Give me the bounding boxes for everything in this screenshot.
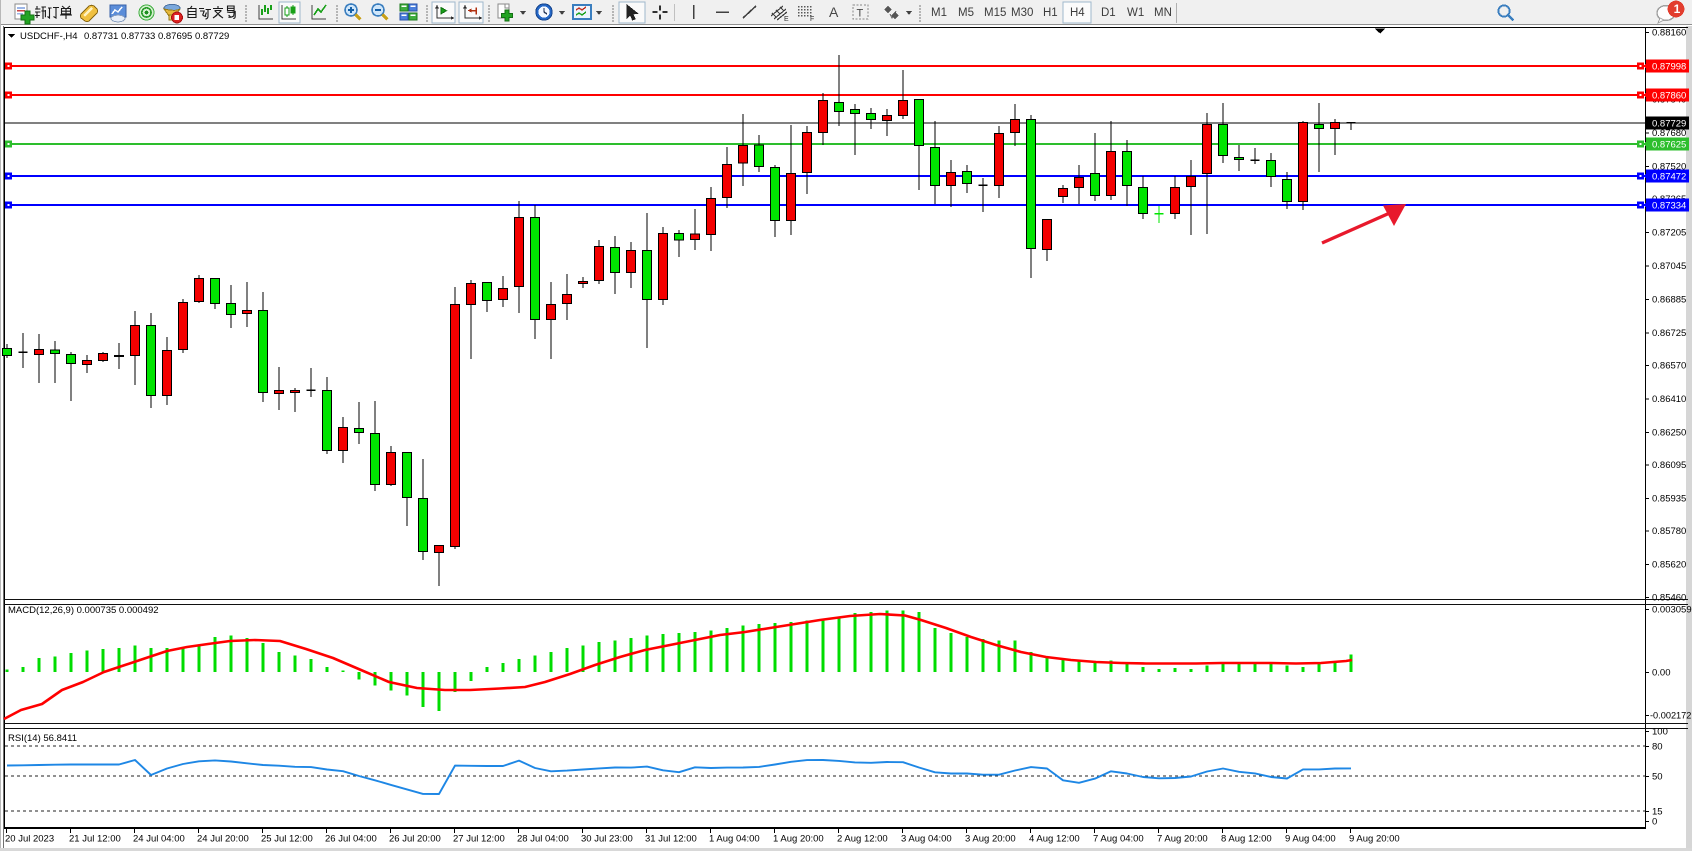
svg-text:80: 80 [1652, 742, 1663, 753]
svg-text:0.85620: 0.85620 [1652, 559, 1686, 570]
svg-text:0.87205: 0.87205 [1652, 228, 1686, 239]
svg-text:100: 100 [1652, 727, 1668, 738]
svg-text:24 Jul 20:00: 24 Jul 20:00 [197, 834, 249, 845]
svg-text:0.86095: 0.86095 [1652, 460, 1686, 471]
svg-text:0.87334: 0.87334 [1652, 201, 1686, 212]
svg-text:2 Aug 12:00: 2 Aug 12:00 [837, 834, 888, 845]
svg-text:0.00: 0.00 [1652, 668, 1671, 679]
svg-text:0.86885: 0.86885 [1652, 295, 1686, 306]
svg-text:20 Jul 2023: 20 Jul 2023 [5, 834, 54, 845]
svg-text:9 Aug 20:00: 9 Aug 20:00 [1349, 834, 1400, 845]
svg-text:USDCHF-,H4: USDCHF-,H4 [20, 31, 78, 42]
svg-text:24 Jul 04:00: 24 Jul 04:00 [133, 834, 185, 845]
svg-text:A: A [829, 4, 839, 20]
svg-text:0.87045: 0.87045 [1652, 261, 1686, 272]
svg-text:0.87998: 0.87998 [1652, 62, 1686, 73]
svg-text:7 Aug 20:00: 7 Aug 20:00 [1157, 834, 1208, 845]
svg-text:0.87860: 0.87860 [1652, 91, 1686, 102]
svg-text:3 Aug 04:00: 3 Aug 04:00 [901, 834, 952, 845]
svg-text:0.003059: 0.003059 [1652, 605, 1692, 616]
svg-text:26 Jul 20:00: 26 Jul 20:00 [389, 834, 441, 845]
svg-text:0.87680: 0.87680 [1652, 128, 1686, 139]
svg-text:25 Jul 12:00: 25 Jul 12:00 [261, 834, 313, 845]
svg-text:0.85780: 0.85780 [1652, 526, 1686, 537]
svg-text:M5: M5 [958, 7, 974, 19]
svg-text:D1: D1 [1101, 7, 1116, 19]
svg-text:0.86250: 0.86250 [1652, 428, 1686, 439]
svg-text:8 Aug 12:00: 8 Aug 12:00 [1221, 834, 1272, 845]
svg-text:28 Jul 04:00: 28 Jul 04:00 [517, 834, 569, 845]
svg-text:4 Aug 12:00: 4 Aug 12:00 [1029, 834, 1080, 845]
svg-text:1 Aug 04:00: 1 Aug 04:00 [709, 834, 760, 845]
svg-text:RSI(14) 56.8411: RSI(14) 56.8411 [8, 733, 77, 744]
svg-text:0.86725: 0.86725 [1652, 328, 1686, 339]
svg-text:0: 0 [1652, 817, 1657, 828]
svg-text:0.87472: 0.87472 [1652, 172, 1686, 183]
svg-text:F: F [810, 16, 814, 23]
svg-text:3 Aug 20:00: 3 Aug 20:00 [965, 834, 1016, 845]
svg-text:0.88160: 0.88160 [1652, 28, 1686, 39]
svg-text:MN: MN [1154, 7, 1172, 19]
svg-text:W1: W1 [1127, 7, 1144, 19]
svg-text:0.86410: 0.86410 [1652, 394, 1686, 405]
svg-text:27 Jul 12:00: 27 Jul 12:00 [453, 834, 505, 845]
svg-text:0.85935: 0.85935 [1652, 493, 1686, 504]
svg-text:7 Aug 04:00: 7 Aug 04:00 [1093, 834, 1144, 845]
svg-text:0.87731 0.87733 0.87695 0.8772: 0.87731 0.87733 0.87695 0.87729 [84, 31, 229, 42]
svg-text:31 Jul 12:00: 31 Jul 12:00 [645, 834, 697, 845]
svg-text:21 Jul 12:00: 21 Jul 12:00 [69, 834, 121, 845]
svg-text:M15: M15 [984, 7, 1006, 19]
svg-text:M1: M1 [931, 7, 947, 19]
svg-text:1 Aug 20:00: 1 Aug 20:00 [773, 834, 824, 845]
svg-text:0.86570: 0.86570 [1652, 361, 1686, 372]
svg-text:MACD(12,26,9) 0.000735 0.00049: MACD(12,26,9) 0.000735 0.000492 [8, 605, 159, 616]
svg-text:50: 50 [1652, 772, 1663, 783]
svg-text:9 Aug 04:00: 9 Aug 04:00 [1285, 834, 1336, 845]
svg-text:E: E [784, 16, 789, 23]
svg-text:0.87729: 0.87729 [1652, 119, 1686, 130]
svg-text:30 Jul 23:00: 30 Jul 23:00 [581, 834, 633, 845]
svg-text:H1: H1 [1043, 7, 1058, 19]
svg-text:26 Jul 04:00: 26 Jul 04:00 [325, 834, 377, 845]
svg-text:1: 1 [1674, 2, 1681, 16]
svg-text:0.85460: 0.85460 [1652, 593, 1686, 604]
svg-text:T: T [857, 8, 864, 20]
svg-text:15: 15 [1652, 807, 1663, 818]
svg-text:0.87520: 0.87520 [1652, 162, 1686, 173]
svg-text:0.87625: 0.87625 [1652, 140, 1686, 151]
svg-text:M30: M30 [1011, 7, 1033, 19]
svg-text:-0.002172: -0.002172 [1650, 711, 1691, 721]
svg-text:H4: H4 [1070, 7, 1085, 19]
